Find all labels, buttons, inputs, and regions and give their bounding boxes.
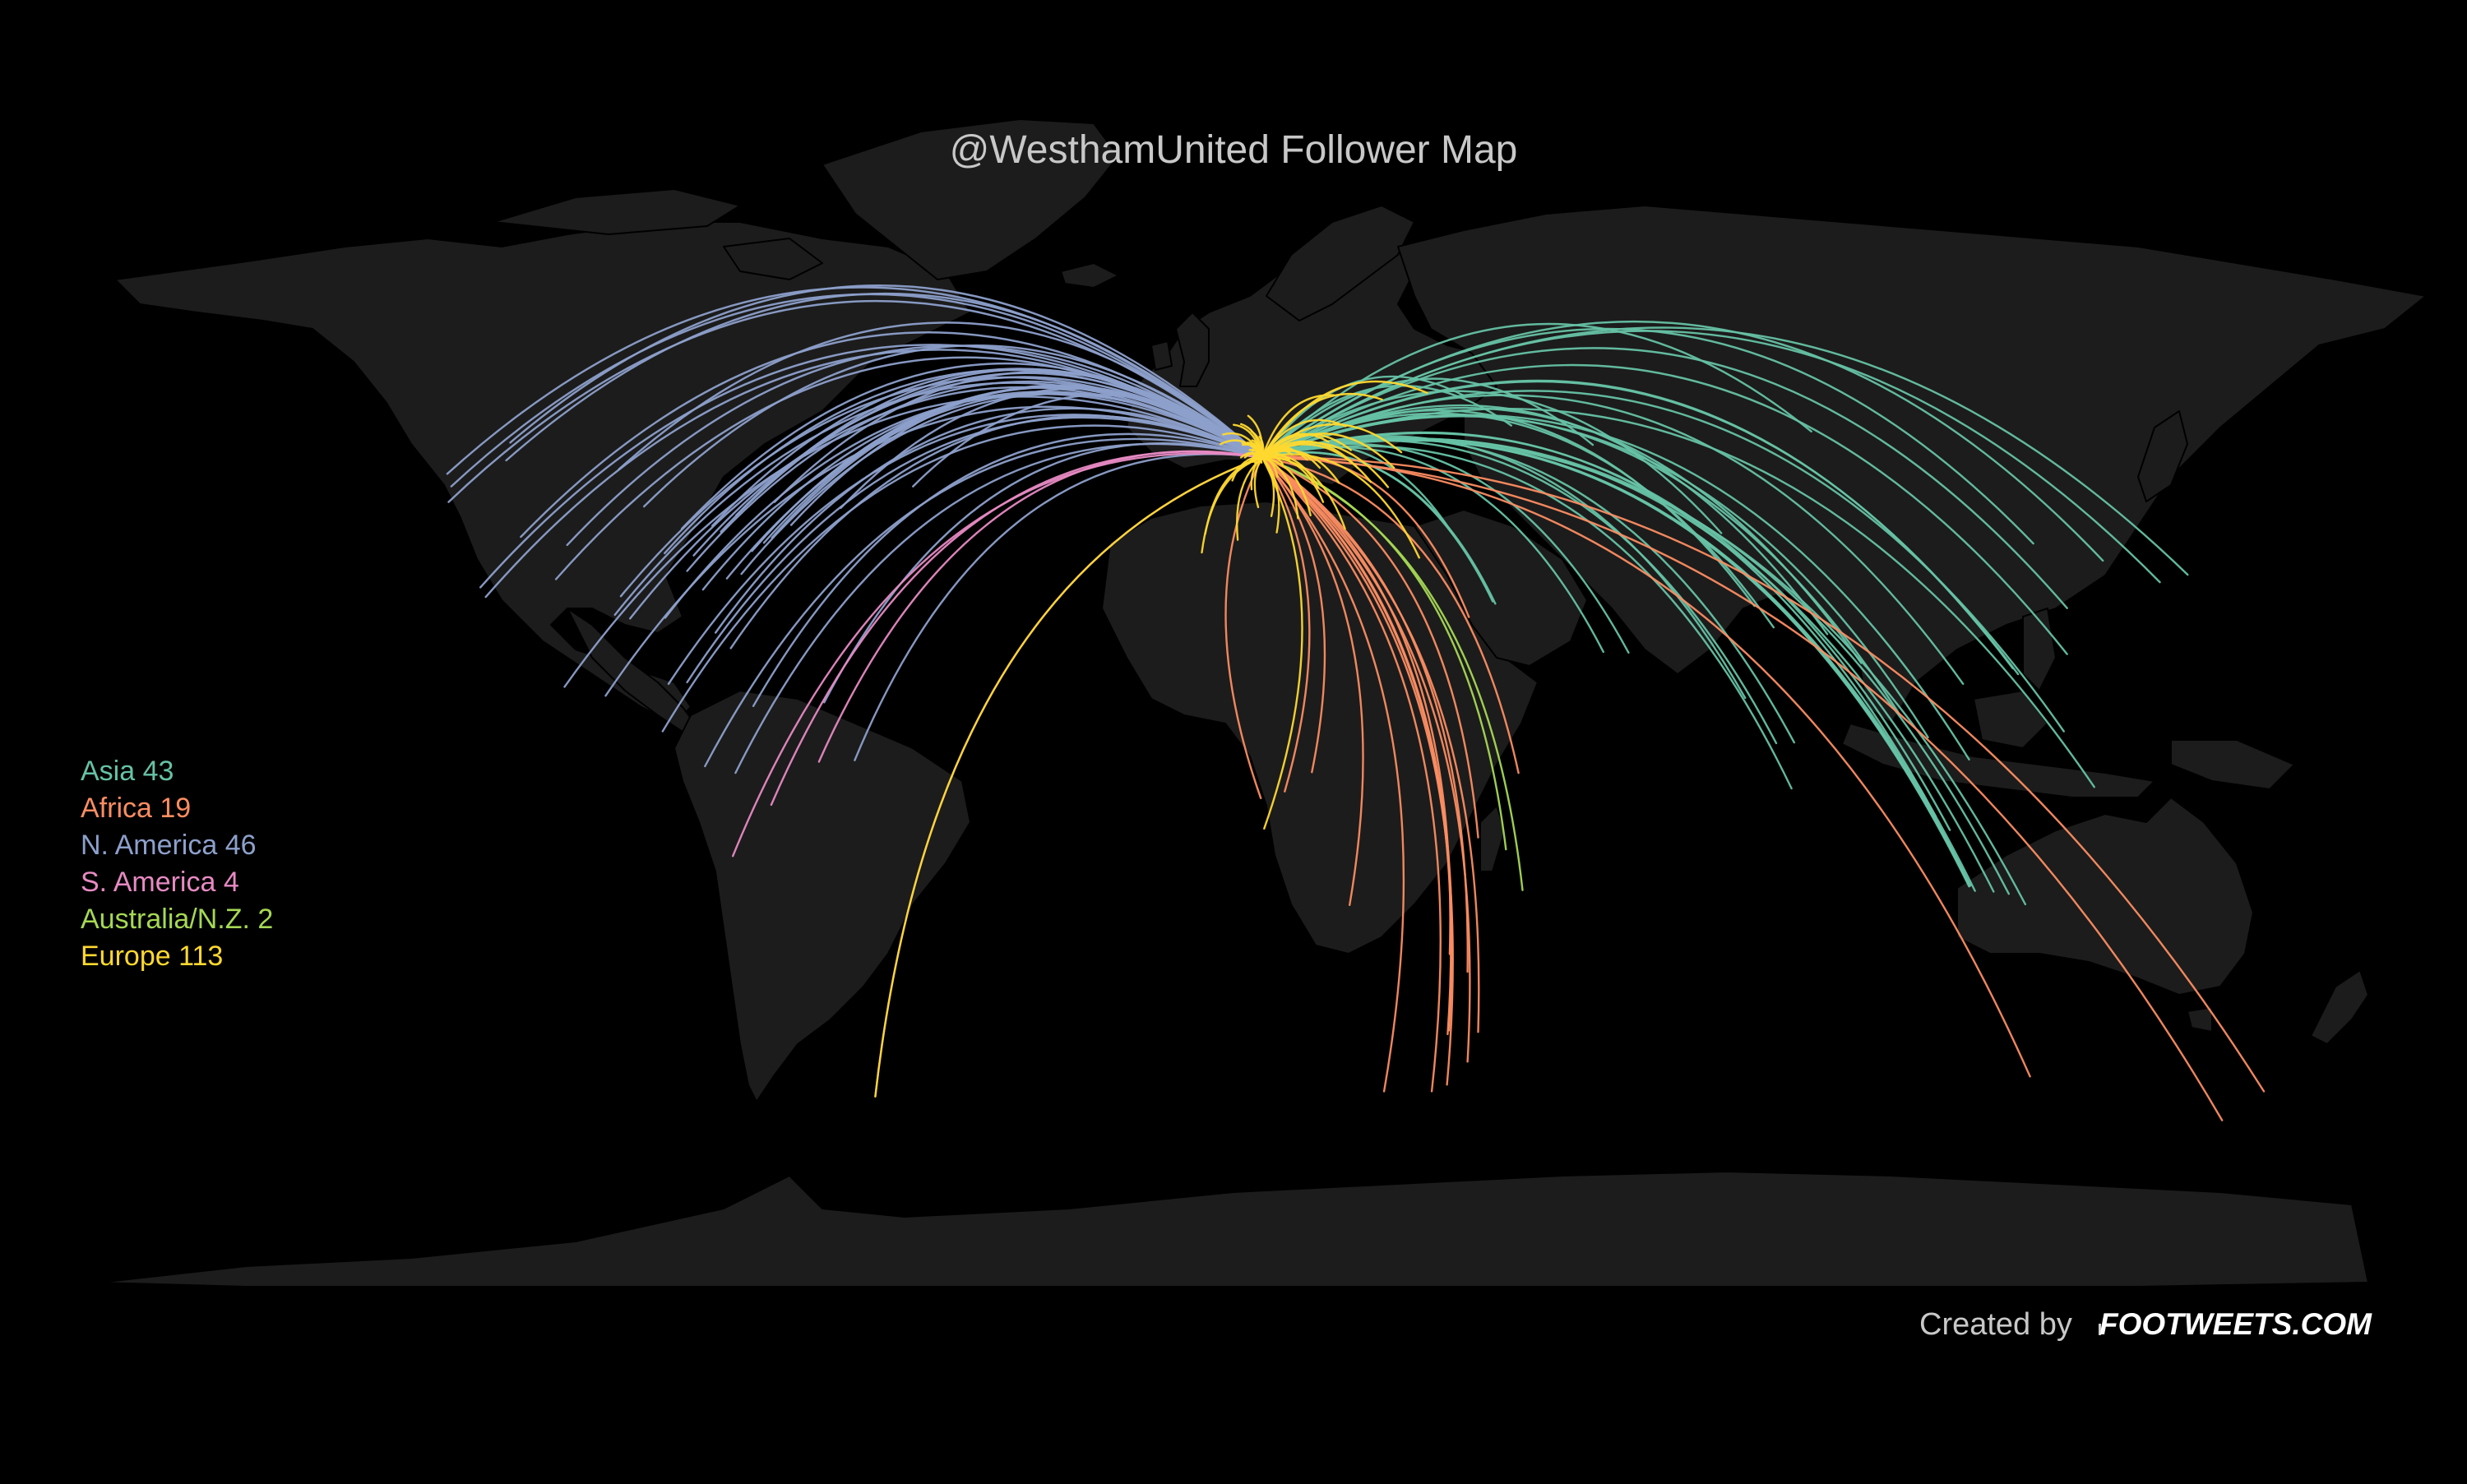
legend-label: Europe (81, 941, 171, 972)
map-title: @WesthamUnited Follower Map (0, 127, 2467, 173)
legend: Asia 43 Africa 19 N. America 46 S. Ameri… (81, 753, 273, 975)
legend-label: Asia (81, 756, 135, 787)
legend-count: 19 (160, 793, 191, 824)
legend-item-south-america: S. America 4 (81, 864, 273, 901)
legend-item-asia: Asia 43 (81, 753, 273, 790)
legend-item-australia-nz: Australia/N.Z. 2 (81, 901, 273, 938)
legend-item-africa: Africa 19 (81, 790, 273, 827)
legend-count: 46 (225, 830, 257, 861)
legend-label: Australia/N.Z. (81, 904, 250, 935)
brand-logo[interactable]: FOOTWEETS.COM (2099, 1307, 2372, 1342)
antarctica-land (99, 1172, 2368, 1287)
land-masses (99, 119, 2426, 1287)
legend-label: S. America (81, 867, 215, 898)
legend-count: 4 (224, 867, 239, 898)
credit-text: Created by (1919, 1307, 2072, 1343)
new-guinea-land (2171, 740, 2294, 789)
legend-label: Africa (81, 793, 152, 824)
legend-count: 43 (143, 756, 174, 787)
iceland-land (1061, 263, 1118, 288)
legend-item-europe: Europe 113 (81, 938, 273, 975)
new-zealand-land (2311, 970, 2368, 1044)
legend-item-north-america: N. America 46 (81, 827, 273, 864)
legend-count: 113 (178, 941, 223, 972)
legend-label: N. America (81, 830, 217, 861)
north-america-land (115, 222, 970, 724)
ireland-land (1151, 341, 1172, 370)
legend-count: 2 (257, 904, 273, 935)
tasmania-land (2187, 1007, 2212, 1032)
australia-land (1957, 797, 2253, 995)
borneo-land (1974, 691, 2048, 748)
